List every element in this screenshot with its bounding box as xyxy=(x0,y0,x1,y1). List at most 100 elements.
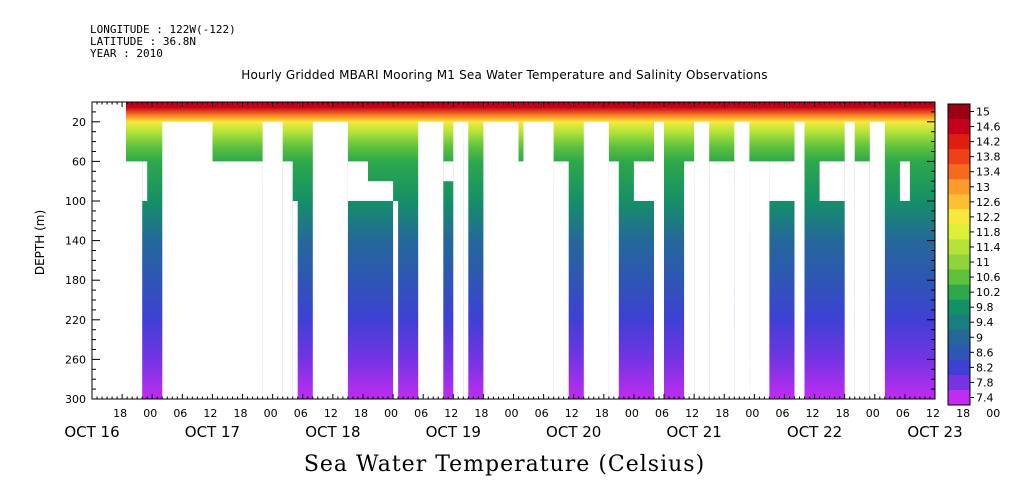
y-axis-label: DEPTH (m) xyxy=(33,210,47,275)
x-hour-label: 00 xyxy=(505,407,519,420)
data-gap xyxy=(453,121,464,400)
x-hour-label: 18 xyxy=(715,407,729,420)
data-gap xyxy=(282,161,293,399)
data-gap xyxy=(734,121,750,400)
y-tick-label: 180 xyxy=(65,274,86,287)
colorbar-swatch xyxy=(948,104,970,120)
data-gap xyxy=(162,121,213,400)
x-day-label: OCT 22 xyxy=(787,423,842,441)
colorbar-label: 9 xyxy=(976,331,983,344)
colorbar-swatch xyxy=(948,149,970,165)
colorbar-swatch xyxy=(948,239,970,255)
y-tick-label: 100 xyxy=(65,195,86,208)
x-hour-label: 00 xyxy=(986,407,1000,420)
colorbar-frame xyxy=(947,103,971,406)
colorbar-label: 7.8 xyxy=(976,376,994,389)
x-hour-label: 00 xyxy=(866,407,880,420)
data-gap xyxy=(142,161,148,201)
colorbar-label: 14.2 xyxy=(976,136,1001,149)
data-gap xyxy=(684,161,695,399)
x-hour-label: 18 xyxy=(113,407,127,420)
x-hour-label: 12 xyxy=(444,407,458,420)
colorbar-swatch xyxy=(948,329,970,346)
data-gap xyxy=(899,161,910,201)
colorbar-swatch xyxy=(948,194,970,210)
data-gap xyxy=(418,121,444,400)
y-tick-label: 260 xyxy=(65,353,86,366)
colorbar-label: 11.4 xyxy=(976,241,1001,254)
x-hour-label: 18 xyxy=(595,407,609,420)
data-gap xyxy=(694,121,710,400)
colorbar-label: 13 xyxy=(976,181,990,194)
x-day-label: OCT 23 xyxy=(907,423,962,441)
colorbar-label: 9.8 xyxy=(976,301,994,314)
y-tick-label: 140 xyxy=(65,235,86,248)
colorbar-label: 13.4 xyxy=(976,166,1001,179)
data-gap xyxy=(654,121,664,400)
colorbar-swatch xyxy=(948,119,970,135)
y-axis: 20 60 100 140 180 220 260 300 xyxy=(65,111,935,406)
colorbar-swatch xyxy=(948,374,970,391)
year-label: YEAR : 2010 xyxy=(90,47,163,60)
data-gap xyxy=(819,161,845,201)
data-gap xyxy=(347,161,368,201)
x-day-label: OCT 21 xyxy=(666,423,721,441)
x-hour-label: 00 xyxy=(264,407,278,420)
variable-label: Sea Water Temperature (Celsius) xyxy=(303,452,706,477)
x-hour-label: 06 xyxy=(655,407,669,420)
data-gap xyxy=(709,161,735,399)
colorbar-swatch xyxy=(948,179,970,195)
data-gap xyxy=(854,161,870,399)
data-gap xyxy=(212,161,263,399)
x-hour-label: 06 xyxy=(535,407,549,420)
y-tick-label: 220 xyxy=(65,314,86,327)
x-hour-label: 18 xyxy=(234,407,248,420)
data-gap xyxy=(749,161,770,399)
y-tick-label: 20 xyxy=(72,116,86,129)
colorbar-label: 14.6 xyxy=(976,121,1001,134)
x-hour-label: 12 xyxy=(203,407,217,420)
data-gap xyxy=(483,121,519,400)
colorbar-label: 12.6 xyxy=(976,196,1001,209)
data-gap xyxy=(633,161,654,201)
x-hour-label: 18 xyxy=(956,407,970,420)
x-axis: 18 00 06 12 18 00 06 12 18 00 06 12 18 00 06 12 18 00 06 12… xyxy=(64,102,1000,441)
colorbar-label: 11.8 xyxy=(976,226,1001,239)
data-gap xyxy=(463,121,469,400)
colorbar-label: 13.8 xyxy=(976,151,1001,164)
missing-data-gaps xyxy=(92,102,910,400)
x-hour-label: 00 xyxy=(143,407,157,420)
chart-title: Hourly Gridded MBARI Mooring M1 Sea Wate… xyxy=(241,68,768,82)
x-hour-label: 06 xyxy=(414,407,428,420)
data-gap xyxy=(769,161,795,201)
colorbar-label: 11 xyxy=(976,256,990,269)
data-gap xyxy=(443,161,454,182)
colorbar-label: 8.2 xyxy=(976,361,994,374)
x-hour-label: 06 xyxy=(294,407,308,420)
data-gap xyxy=(869,121,885,400)
data-gap xyxy=(844,121,855,400)
x-day-label: OCT 17 xyxy=(185,423,240,441)
x-hour-label: 12 xyxy=(565,407,579,420)
x-hour-label: 06 xyxy=(173,407,187,420)
data-gap xyxy=(608,161,619,399)
colorbar-label: 7.4 xyxy=(976,391,994,404)
colorbar-swatch xyxy=(948,389,970,406)
data-gap xyxy=(523,121,554,400)
x-hour-label: 00 xyxy=(625,407,639,420)
latitude-label: LATITUDE : 36.8N xyxy=(90,35,196,48)
colorbar-label: 9.4 xyxy=(976,316,994,329)
colorbar-label: 10.2 xyxy=(976,286,1001,299)
colorbar-swatch xyxy=(948,299,970,316)
colorbar-swatch xyxy=(948,224,970,240)
data-gap xyxy=(553,161,569,399)
data-gap xyxy=(794,121,805,400)
colorbar-swatch xyxy=(948,164,970,180)
colorbar-swatch xyxy=(948,284,970,301)
y-tick-label: 60 xyxy=(72,155,86,168)
x-hour-label: 12 xyxy=(806,407,820,420)
colorbar-swatch xyxy=(948,269,970,285)
colorbar: 15 14.6 14.2 13.8 13.4 13 12.6 12.2 11.8 11.4 11 10… xyxy=(947,103,1001,406)
x-hour-label: 00 xyxy=(384,407,398,420)
